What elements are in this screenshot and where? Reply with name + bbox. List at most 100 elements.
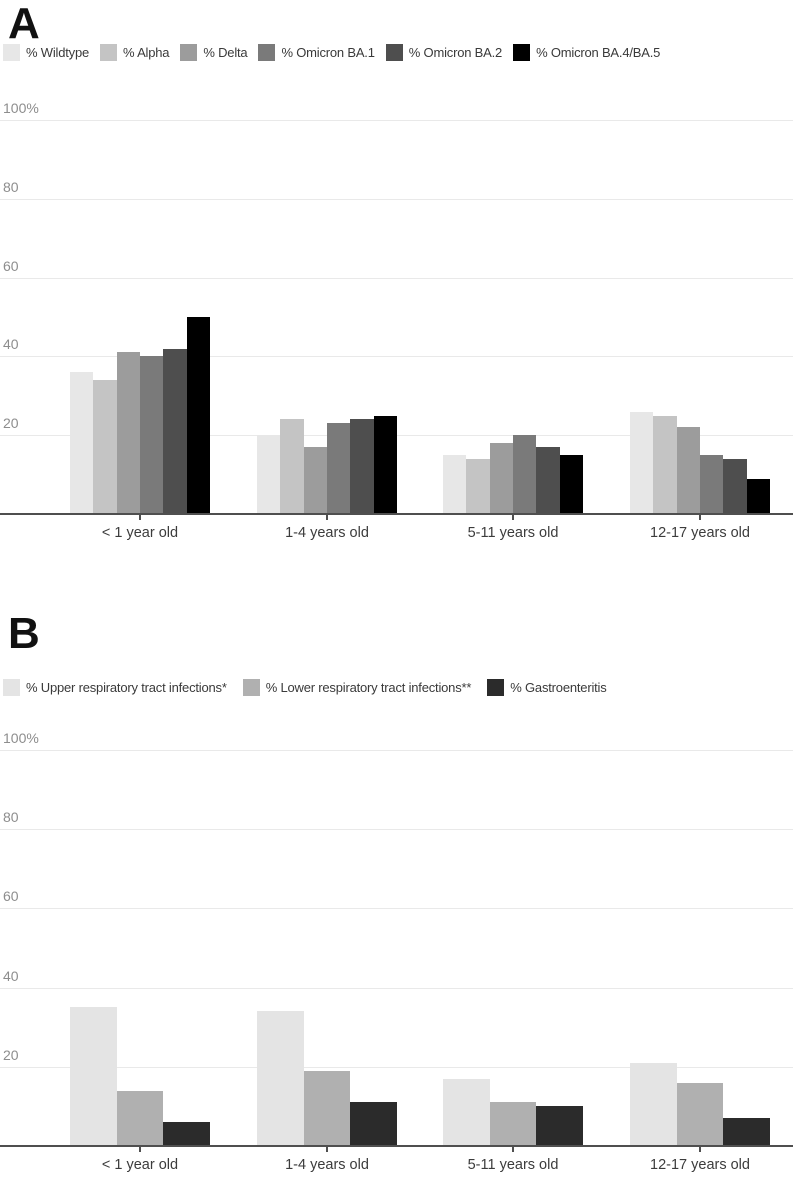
bar (513, 435, 537, 514)
bar (373, 415, 398, 514)
bar (723, 1118, 771, 1146)
gridline (0, 829, 793, 831)
bar (676, 1082, 724, 1146)
x-axis-category-label: 1-4 years old (285, 1157, 369, 1173)
y-axis-tick-label: 100% (3, 730, 39, 746)
legend-label: % Omicron BA.2 (408, 45, 503, 60)
y-axis-tick-label: 60 (3, 257, 19, 274)
legend-item: % Omicron BA.1 (258, 44, 375, 61)
legend-label: % Delta (203, 45, 248, 60)
bar (140, 356, 164, 514)
legend-swatch-icon (487, 679, 505, 696)
bar (256, 435, 281, 514)
bar (746, 478, 771, 514)
x-axis-tick (699, 515, 701, 520)
gridline (0, 1066, 793, 1068)
bar (350, 419, 374, 514)
bar (163, 348, 187, 514)
legend-label: % Alpha (123, 45, 170, 60)
legend-label: % Wildtype (26, 45, 90, 60)
x-axis-tick (139, 1147, 141, 1152)
bar (116, 352, 140, 514)
x-axis-category-label: 12-17 years old (650, 1157, 750, 1173)
x-axis-category-label: 1-4 years old (285, 525, 369, 541)
bar (723, 458, 747, 514)
gridline (0, 277, 793, 279)
y-axis-tick-label: 40 (3, 967, 19, 984)
legend-swatch-icon (3, 679, 20, 696)
x-axis-tick (512, 515, 514, 520)
legend-swatch-icon (385, 44, 403, 61)
bar (93, 380, 117, 514)
x-axis-tick (326, 1147, 328, 1152)
panel-b-legend: % Upper respiratory tract infections* % L… (3, 679, 607, 696)
bar (536, 1106, 584, 1146)
panel-b-plot: 100% 80 60 40 20 < 1 year old 1-4 years old 5-1… (0, 730, 793, 1173)
gridline (0, 356, 793, 358)
legend-label: % Gastroenteritis (510, 680, 607, 695)
y-axis-tick-label: 20 (3, 1046, 19, 1063)
bar (700, 454, 724, 514)
legend-item: % Delta (180, 44, 248, 61)
legend-label: % Omicron BA.1 (281, 45, 375, 60)
panel-b-label: B (8, 609, 41, 658)
bar (489, 443, 513, 514)
x-axis-tick (326, 515, 328, 520)
x-axis-tick (139, 515, 141, 520)
panel-a: A % Wildtype % Alpha % Delta % Omicron BA.1… (0, 0, 793, 541)
legend-label: % Upper respiratory tract infections* (26, 680, 227, 695)
legend-item: % Wildtype (3, 44, 89, 61)
bar (629, 411, 654, 514)
legend-swatch-icon (180, 44, 198, 61)
bar (280, 419, 304, 514)
bar (69, 372, 94, 514)
y-axis-tick-label: 80 (3, 809, 19, 826)
bar (256, 1011, 304, 1146)
legend-item: % Omicron BA.2 (385, 44, 503, 61)
bar (186, 317, 211, 514)
bar (350, 1102, 398, 1146)
y-axis-tick-label: 60 (3, 888, 19, 905)
x-axis-line (0, 513, 793, 515)
y-axis-tick-label: 100% (3, 100, 39, 116)
bar (559, 454, 584, 514)
bar (116, 1090, 164, 1146)
legend-item: % Omicron BA.4/BA.5 (513, 44, 660, 61)
bar (442, 1078, 490, 1146)
gridline (0, 987, 793, 989)
panel-a-plot: 100% 80 60 40 20 < 1 year old 1-4 years old 5-1… (0, 100, 793, 541)
x-axis-category-label: 5-11 years old (467, 1157, 559, 1173)
panel-b: B % Upper respiratory tract infections*%… (0, 606, 793, 1181)
panel-a-legend: % Wildtype % Alpha % Delta % Omicron BA.1 % … (3, 44, 660, 61)
bar (536, 447, 560, 514)
bar (466, 458, 490, 514)
gridline (0, 198, 793, 200)
bar (676, 427, 700, 514)
bar (163, 1122, 211, 1146)
y-axis-tick-label: 40 (3, 336, 19, 353)
legend-swatch-icon (513, 44, 531, 61)
gridline (0, 908, 793, 910)
y-axis-tick-label: 20 (3, 415, 19, 432)
gridline (0, 120, 793, 121)
legend-item: % Lower respiratory tract infections** (242, 679, 472, 696)
x-axis-tick (512, 1147, 514, 1152)
legend-label: % Lower respiratory tract infections** (265, 680, 472, 695)
bar (327, 423, 351, 514)
bar (303, 1070, 351, 1146)
panel-a-label: A (8, 0, 41, 48)
legend-swatch-icon (100, 44, 118, 61)
gridline (0, 750, 793, 751)
x-axis-line (0, 1145, 793, 1147)
bar (489, 1102, 537, 1146)
bar (653, 415, 677, 514)
legend-item: % Alpha (100, 44, 170, 61)
x-axis-category-label: < 1 year old (101, 525, 179, 541)
legend-label: % Omicron BA.4/BA.5 (536, 45, 661, 60)
legend-item: % Gastroenteritis (487, 679, 607, 696)
bar (303, 447, 327, 514)
bar (629, 1062, 677, 1146)
legend-swatch-icon (242, 679, 260, 696)
x-axis-tick (699, 1147, 701, 1152)
